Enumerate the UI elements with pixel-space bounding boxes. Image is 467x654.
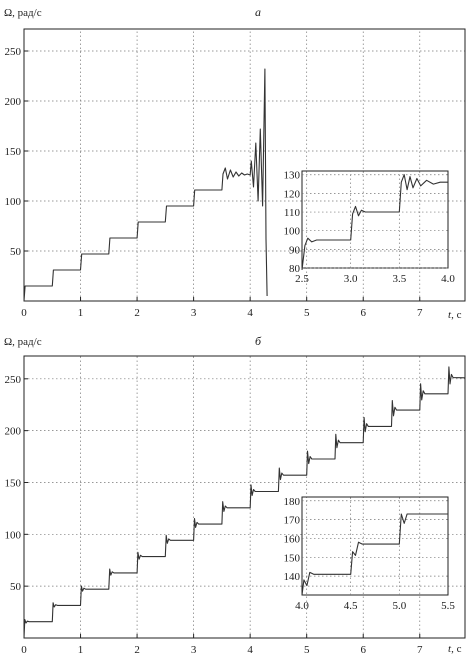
inset-x-tick-label: 5.0: [392, 600, 406, 612]
x-tick-label: 4: [247, 307, 253, 319]
inset-y-tick-label: 120: [284, 188, 301, 200]
chart-b: Ω, рад/с б 0 1 2 3 4 5 6 7 50 100 150 200 250 4.0 4.5…: [4, 334, 466, 654]
chart-a-inset-grid: [302, 171, 448, 269]
y-tick-label: 100: [5, 529, 22, 541]
chart-a-xlabel-unit: , с: [451, 309, 462, 321]
inset-y-tick-label: 140: [284, 571, 301, 583]
chart-b-xlabel: t, с: [448, 643, 462, 654]
chart-b-ylabel: Ω, рад/с: [4, 336, 42, 348]
x-tick-label: 6: [360, 644, 366, 654]
y-tick-label: 250: [5, 374, 22, 386]
x-tick-label: 0: [21, 307, 27, 319]
x-tick-label: 3: [191, 644, 197, 654]
chart-a-inset: 2.5 3.0 3.5 4.0 80 90 100 110 120 130: [284, 170, 456, 285]
chart-a-inset-frame: [301, 170, 449, 269]
y-tick-label: 250: [5, 46, 22, 58]
chart-a-inset-line: [301, 174, 448, 270]
inset-x-tick-label: 2.5: [295, 273, 309, 285]
y-tick-label: 150: [5, 146, 22, 158]
chart-a-xlabel-var: t: [448, 309, 452, 321]
chart-a-series-line: [23, 68, 268, 302]
x-tick-label: 5: [304, 644, 310, 654]
y-tick-label: 200: [5, 96, 22, 108]
x-tick-label: 5: [304, 307, 310, 319]
y-tick-label: 150: [5, 477, 22, 489]
chart-b-inset-line: [301, 513, 448, 596]
chart-b-inset-grid: [302, 497, 448, 595]
inset-y-tick-label: 170: [284, 515, 301, 527]
chart-a-inset-ticks: 2.5 3.0 3.5 4.0 80 90 100 110 120 130: [284, 170, 456, 285]
chart-b-xlabel-unit: , с: [451, 643, 462, 654]
inset-y-tick-label: 80: [289, 263, 301, 275]
chart-a-xlabel: t, с: [448, 309, 462, 321]
x-tick-label: 3: [191, 307, 197, 319]
inset-y-tick-label: 180: [284, 496, 301, 508]
inset-y-tick-label: 100: [284, 226, 301, 238]
x-tick-label: 7: [417, 644, 423, 654]
chart-a-frame: [23, 28, 466, 302]
svg-text:t, с: t, с: [448, 309, 462, 321]
x-tick-label: 7: [417, 307, 423, 319]
x-tick-label: 0: [21, 644, 27, 654]
chart-b-series-line: [23, 366, 466, 639]
chart-a-title: а: [255, 5, 261, 19]
y-tick-label: 200: [5, 426, 22, 438]
chart-b-xlabel-var: t: [448, 643, 452, 654]
y-tick-label: 50: [10, 581, 22, 593]
chart-b-inset-frame: [301, 496, 449, 596]
inset-x-tick-label: 4.0: [441, 273, 455, 285]
inset-x-tick-label: 4.5: [344, 600, 358, 612]
x-tick-label: 2: [134, 644, 140, 654]
x-tick-label: 6: [360, 307, 366, 319]
chart-b-inset: 4.0 4.5 5.0 5.5 140 150 160 170 180: [284, 496, 456, 612]
chart-a: Ω, рад/с а 0 1 2 3 4 5 6 7 50 100 150 200 250 t, с 2…: [4, 5, 466, 321]
inset-x-tick-label: 5.5: [441, 600, 455, 612]
y-tick-label: 50: [10, 246, 22, 258]
inset-x-tick-label: 3.5: [392, 273, 406, 285]
y-tick-label: 100: [5, 196, 22, 208]
chart-b-ticks: 0 1 2 3 4 5 6 7 50 100 150 200 250: [5, 374, 424, 654]
inset-y-tick-label: 110: [284, 207, 301, 219]
x-tick-label: 2: [134, 307, 140, 319]
chart-b-frame: [23, 355, 466, 639]
inset-x-tick-label: 3.0: [344, 273, 358, 285]
inset-y-tick-label: 90: [289, 244, 301, 256]
inset-y-tick-label: 130: [284, 170, 301, 182]
inset-y-tick-label: 160: [284, 533, 301, 545]
chart-a-grid: [24, 29, 465, 301]
chart-a-ticks: 0 1 2 3 4 5 6 7 50 100 150 200 250: [5, 46, 424, 319]
inset-y-tick-label: 150: [284, 552, 301, 564]
inset-x-tick-label: 4.0: [295, 600, 309, 612]
chart-b-inset-ticks: 4.0 4.5 5.0 5.5 140 150 160 170 180: [284, 496, 456, 612]
x-tick-label: 1: [78, 644, 84, 654]
chart-a-ylabel: Ω, рад/с: [4, 7, 42, 19]
x-tick-label: 1: [78, 307, 84, 319]
chart-b-title: б: [255, 334, 262, 348]
x-tick-label: 4: [247, 644, 253, 654]
